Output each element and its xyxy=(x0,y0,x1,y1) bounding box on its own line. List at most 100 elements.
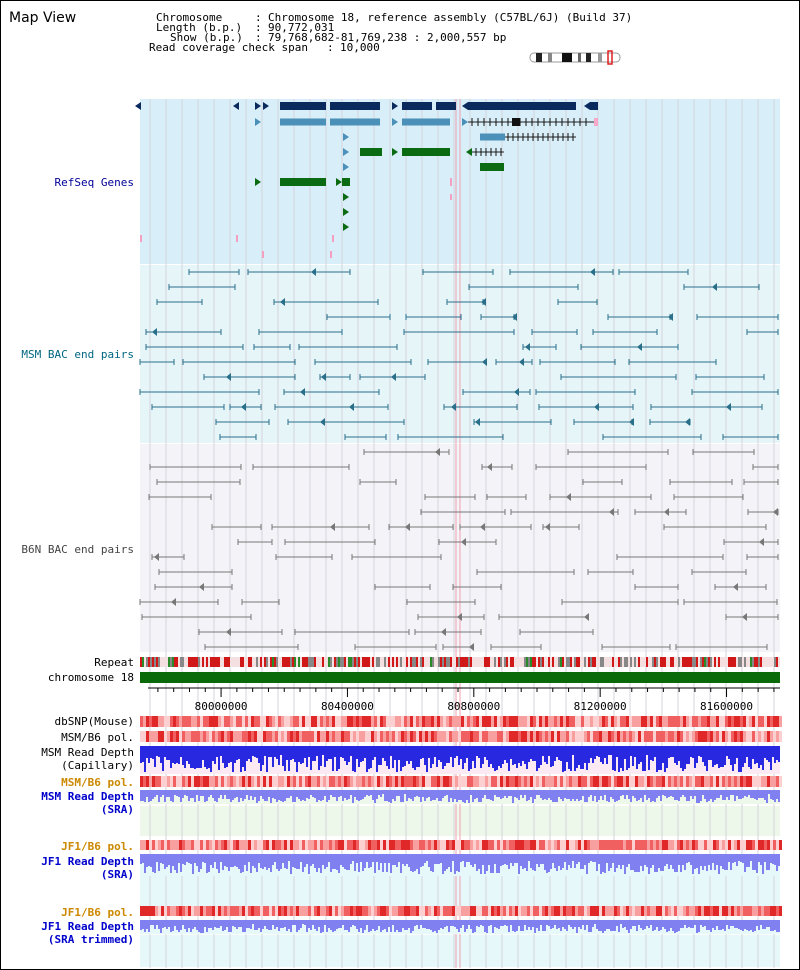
msm-depth-sra-bar xyxy=(424,790,426,801)
msm-depth-sra-bar xyxy=(280,790,282,801)
dbsnp-heat xyxy=(179,716,182,727)
jf1-depth-trim-bar xyxy=(730,920,732,926)
dbsnp-heat xyxy=(620,716,623,727)
dbsnp-heat xyxy=(683,716,686,727)
dbsnp-heat xyxy=(215,716,218,727)
track-label-refseq-genes[interactable]: RefSeq Genes xyxy=(54,176,134,189)
msm-depth-sra-bar xyxy=(634,790,636,798)
track-label-msm-bac[interactable]: MSM BAC end pairs xyxy=(21,348,134,361)
jf1-b6-pol2-heat xyxy=(764,906,767,916)
coverage-key: Read coverage check span xyxy=(149,41,308,54)
msm-depth-sra-bar xyxy=(544,790,546,799)
repeat-segment xyxy=(176,657,178,667)
msm-depth-capillary-bar xyxy=(464,746,466,763)
msm-b6-pol-heat xyxy=(764,731,767,742)
msm-depth-capillary-bar xyxy=(352,746,354,771)
repeat-segment xyxy=(748,657,750,667)
msm-depth-capillary-bar xyxy=(262,746,264,765)
jf1-depth-sra-bar xyxy=(646,854,648,867)
dbsnp-heat xyxy=(149,716,152,727)
msm-b6-pol2-heat xyxy=(722,776,725,787)
msm-depth-sra-bar xyxy=(750,790,752,798)
repeat-segment xyxy=(560,657,562,667)
msm-depth-capillary-bar xyxy=(478,746,480,758)
jf1-depth-trim-bar xyxy=(302,920,304,924)
msm-b6-pol2-heat xyxy=(749,776,752,787)
jf1-depth-sra-bar xyxy=(382,854,384,872)
track-label-b6n-bac[interactable]: B6N BAC end pairs xyxy=(21,543,134,556)
msm-b6-pol-heat xyxy=(473,731,476,742)
msm-b6-pol2-heat xyxy=(500,776,503,787)
jf1-depth-sra-bar xyxy=(354,854,356,871)
msm-bac-pair-arrow xyxy=(321,373,326,381)
msm-depth-sra-bar xyxy=(604,790,606,795)
msm-depth-capillary-bar xyxy=(596,746,598,756)
jf1-b6-pol-heat xyxy=(506,840,509,850)
repeat-segment xyxy=(756,657,758,667)
msm-depth-capillary-bar xyxy=(562,746,564,772)
msm-b6-pol-heat xyxy=(506,731,509,742)
msm-b6-pol-heat xyxy=(287,731,290,742)
repeat-segment xyxy=(424,657,426,667)
jf1-depth-trim-bar xyxy=(280,920,282,928)
jf1-depth-trim-bar xyxy=(500,920,502,926)
jf1-depth-sra-bar xyxy=(558,854,560,866)
msm-b6-pol-heat xyxy=(404,731,407,742)
msm-depth-sra-bar xyxy=(630,790,632,802)
msm-b6-pol2-heat xyxy=(425,776,428,787)
dbsnp-heat xyxy=(542,716,545,727)
jf1-depth-trim-bar xyxy=(230,920,232,932)
dbsnp-heat xyxy=(470,716,473,727)
jf1-depth-sra-bar xyxy=(652,854,654,865)
jf1-depth-sra-bar xyxy=(190,854,192,864)
msm-depth-sra-bar xyxy=(660,790,662,801)
jf1-depth-sra-bar xyxy=(640,854,642,866)
dbsnp-heat xyxy=(716,716,719,727)
msm-b6-pol2-heat xyxy=(593,776,596,787)
msm-b6-pol-heat xyxy=(689,731,692,742)
jf1-depth-sra-bar xyxy=(770,854,772,863)
repeat-segment xyxy=(160,657,162,667)
jf1-depth-sra-bar xyxy=(528,854,530,861)
b6n-bac-pair-arrow xyxy=(609,508,614,516)
repeat-segment xyxy=(630,657,632,667)
jf1-b6-pol-heat xyxy=(449,840,452,850)
repeat-segment xyxy=(678,657,680,667)
msm-b6-pol2-heat xyxy=(647,776,650,787)
msm-depth-sra-bar xyxy=(732,790,734,795)
jf1-b6-pol2-heat xyxy=(635,906,638,916)
dbsnp-heat xyxy=(734,716,737,727)
dbsnp-heat xyxy=(632,716,635,727)
jf1-depth-sra-bar xyxy=(474,854,476,864)
msm-depth-sra-bar xyxy=(694,790,696,796)
msm-depth-capillary-bar xyxy=(510,746,512,759)
msm-b6-pol-heat xyxy=(323,731,326,742)
jf1-depth-trim-bar xyxy=(446,920,448,926)
msm-b6-pol2-heat xyxy=(641,776,644,787)
jf1-b6-pol-heat xyxy=(203,840,206,850)
msm-depth-sra-bar xyxy=(210,790,212,795)
repeat-segment xyxy=(700,657,702,667)
msm-depth-sra-bar xyxy=(720,790,722,795)
jf1-b6-pol2-heat xyxy=(662,906,665,916)
msm-b6-pol-heat xyxy=(710,731,713,742)
jf1-b6-pol-heat xyxy=(524,840,527,850)
dbsnp-heat xyxy=(158,716,161,727)
jf1-depth-trim-bar xyxy=(154,920,156,929)
jf1-b6-pol-heat xyxy=(389,840,392,850)
repeat-segment xyxy=(354,657,356,667)
repeat-segment xyxy=(638,657,640,667)
jf1-depth-trim-bar xyxy=(452,920,454,926)
jf1-b6-pol-heat xyxy=(302,840,305,850)
msm-depth-sra-bar xyxy=(288,790,290,798)
jf1-depth-trim-bar xyxy=(354,920,356,926)
repeat-segment xyxy=(290,657,292,667)
msm-depth-sra-bar xyxy=(144,790,146,802)
jf1-b6-pol2-heat xyxy=(683,906,686,916)
jf1-b6-pol-heat xyxy=(614,840,617,850)
msm-depth-sra-bar xyxy=(160,790,162,797)
msm-b6-pol2-heat xyxy=(362,776,365,787)
jf1-depth-sra-bar xyxy=(670,854,672,865)
dbsnp-heat xyxy=(380,716,383,727)
